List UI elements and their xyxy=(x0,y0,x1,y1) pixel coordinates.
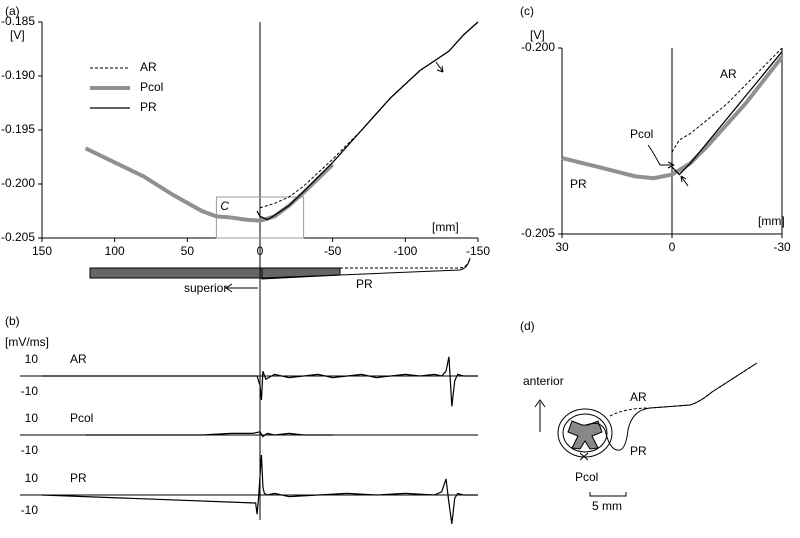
scale-bar xyxy=(589,492,627,497)
y-tick-label: -0.190 xyxy=(1,68,35,82)
panel-label: (d) xyxy=(520,319,535,333)
legend-label: Pcol xyxy=(140,80,163,94)
x-tick-label: 50 xyxy=(181,244,195,258)
y-tick-label: -0.205 xyxy=(521,226,555,240)
gray-matter xyxy=(567,420,603,450)
schematic: superior PR xyxy=(89,257,471,295)
x-tick-label: 0 xyxy=(669,240,676,254)
outline-inner xyxy=(562,413,608,453)
series-line xyxy=(84,146,335,223)
pcol-label: Pcol xyxy=(575,470,598,484)
arrowhead xyxy=(225,283,233,293)
y-tick-label: -0.200 xyxy=(1,176,35,190)
leader-line xyxy=(647,144,661,166)
arrowhead xyxy=(534,399,546,408)
legend-label: PR xyxy=(140,100,157,114)
x-unit: [mm] xyxy=(432,220,459,234)
series-line xyxy=(671,51,783,176)
schematic-label: PR xyxy=(356,277,373,291)
bar-superior xyxy=(89,267,263,279)
y-unit: [V] xyxy=(530,28,545,42)
annotation-arrow xyxy=(680,175,689,187)
series-line xyxy=(42,356,478,407)
series-label: Pcol xyxy=(630,127,653,141)
x-tick-label: -150 xyxy=(466,244,490,258)
ar-path xyxy=(340,257,471,269)
x-tick-label: 30 xyxy=(555,240,569,254)
series-label: AR xyxy=(70,352,87,366)
x-tick-label: -50 xyxy=(324,244,342,258)
y-tick-label: 10 xyxy=(25,352,39,366)
ar-label: AR xyxy=(630,390,647,404)
series-line xyxy=(256,21,479,221)
diagram: (d) anterior AR PR Pcol 5 mm xyxy=(520,319,758,513)
series-line xyxy=(671,47,783,153)
x-tick-label: -100 xyxy=(393,244,417,258)
y-tick-label: -10 xyxy=(21,384,39,398)
direction-label: superior xyxy=(184,281,227,295)
y-tick-label: -0.205 xyxy=(1,230,35,244)
x-tick-label: 150 xyxy=(32,244,52,258)
y-tick-label: -0.195 xyxy=(1,122,35,136)
x-unit: [mm] xyxy=(758,214,785,228)
x-tick-label: 100 xyxy=(105,244,125,258)
pcol-mark xyxy=(579,452,589,461)
annotation-arrow xyxy=(435,61,444,73)
series-line xyxy=(561,55,784,181)
legend-label: AR xyxy=(140,60,157,74)
y-tick-label: -0.185 xyxy=(1,14,35,28)
y-unit: [V] xyxy=(10,28,25,42)
series-label: Pcol xyxy=(70,411,93,425)
zoom-label: C xyxy=(220,199,229,213)
series-line xyxy=(85,431,333,438)
y-tick-label: 10 xyxy=(25,411,39,425)
y-tick-label: -10 xyxy=(21,503,39,517)
pr-label: PR xyxy=(630,444,647,458)
x-tick-label: -30 xyxy=(773,240,791,254)
direction-label: anterior xyxy=(523,374,564,388)
pr-path xyxy=(261,257,471,279)
series-line xyxy=(259,21,479,209)
y-tick-label: -10 xyxy=(21,443,39,457)
y-tick-label: -0.200 xyxy=(521,40,555,54)
scale-label: 5 mm xyxy=(592,499,622,513)
series-label: PR xyxy=(570,177,587,191)
y-tick-label: 10 xyxy=(25,471,39,485)
pr-path xyxy=(585,362,758,451)
panel-label: (a) xyxy=(5,4,20,18)
series-label: AR xyxy=(720,67,737,81)
y-unit: [mV/ms] xyxy=(5,335,49,349)
series-line xyxy=(41,454,478,524)
panel-label: (b) xyxy=(5,314,20,328)
series-label: PR xyxy=(70,471,87,485)
panel-label: (c) xyxy=(520,4,534,18)
